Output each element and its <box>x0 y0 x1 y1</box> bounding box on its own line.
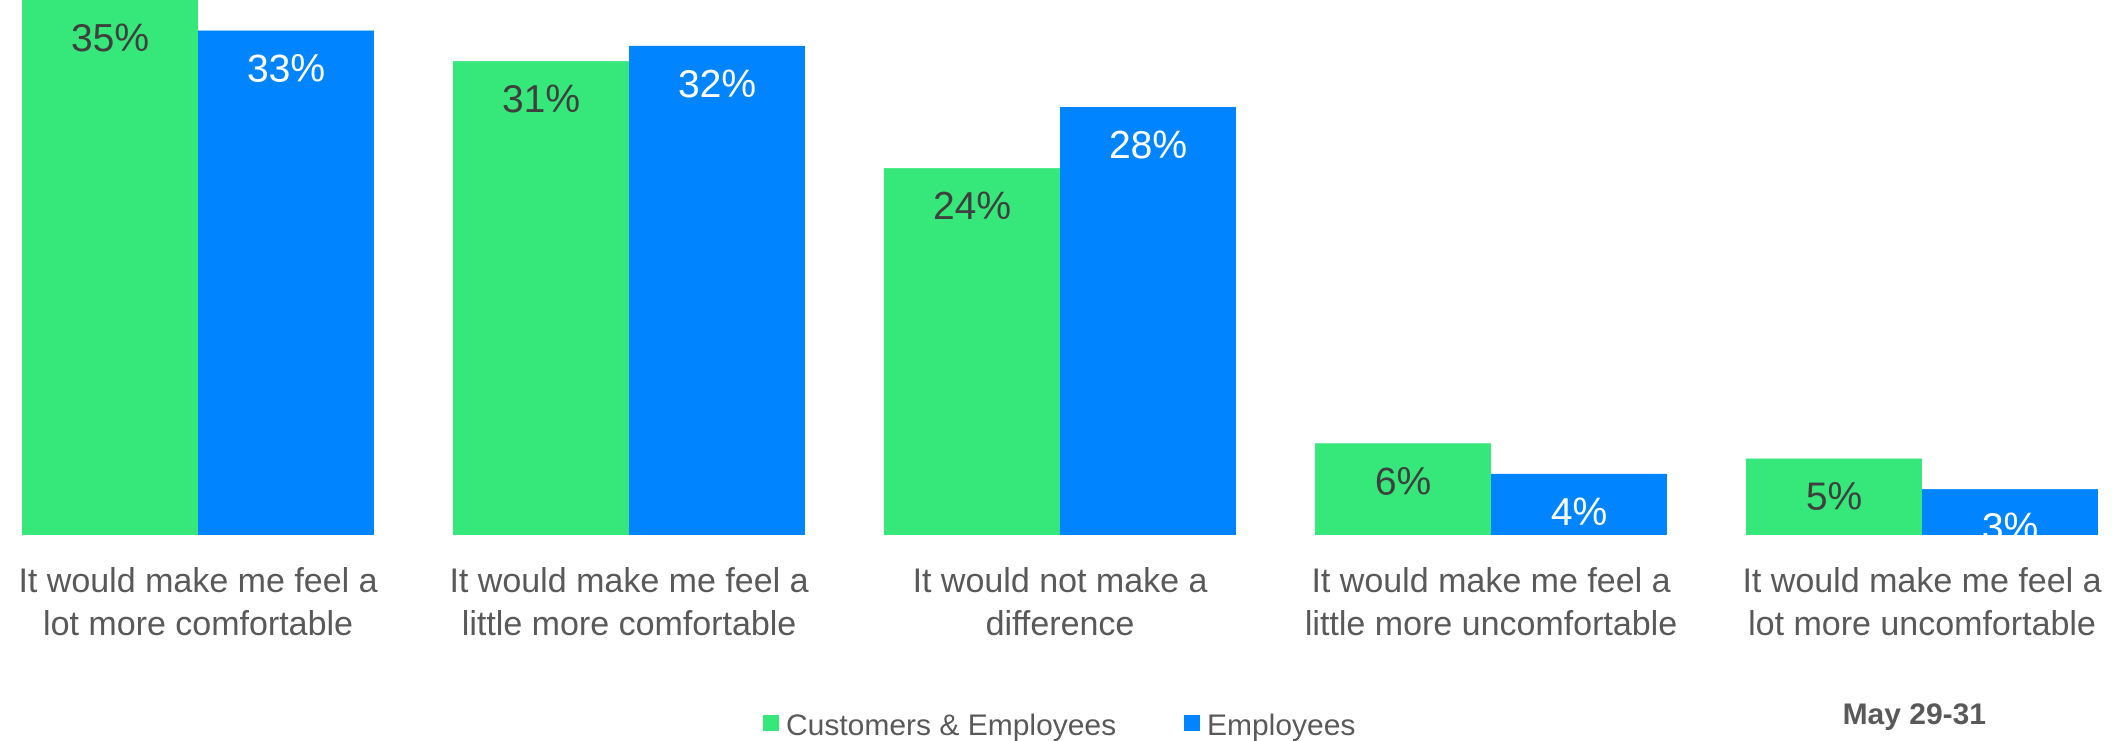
bar-employees-3 <box>1491 473 1667 535</box>
legend-swatch-employees <box>1184 715 1200 731</box>
category-labels-group: It would make me feel a lot more comforta… <box>18 562 2101 643</box>
data-label-customers-employees-0: 35% <box>71 17 149 60</box>
bars-group <box>22 0 2098 536</box>
data-label-employees-0: 33% <box>247 48 325 91</box>
category-label-0-line-0: It would make me feel a <box>18 562 377 600</box>
data-label-employees-2: 28% <box>1109 124 1187 167</box>
category-label-4-line-1: lot more uncomfortable <box>1748 605 2096 643</box>
bar-customers-employees-4 <box>1746 458 1922 535</box>
data-label-customers-employees-3: 6% <box>1375 460 1431 503</box>
category-label-3-line-0: It would make me feel a <box>1311 562 1670 600</box>
bar-employees-4 <box>1922 489 2098 535</box>
category-label-1-line-1: little more comfortable <box>462 605 796 643</box>
bar-employees-2 <box>1060 107 1236 535</box>
category-label-2-line-0: It would not make a <box>913 562 1208 600</box>
bar-employees-1 <box>629 45 805 535</box>
bar-customers-employees-0 <box>22 0 198 535</box>
legend-label-customers-employees: Customers & Employees <box>786 709 1116 741</box>
value-labels-group: 35% 33% 31% 32% 24% 28% 6% 4% 5% 3% <box>71 17 2038 549</box>
data-label-customers-employees-1: 31% <box>502 78 580 121</box>
category-label-2-line-1: difference <box>986 605 1135 643</box>
category-label-4-line-0: It would make me feel a <box>1742 562 2101 600</box>
data-label-employees-1: 32% <box>678 63 756 106</box>
bar-customers-employees-2 <box>884 168 1060 535</box>
data-label-employees-4: 3% <box>1982 506 2038 549</box>
category-label-1-line-0: It would make me feel a <box>449 562 808 600</box>
category-label-0-line-1: lot more comfortable <box>43 605 353 643</box>
data-label-customers-employees-2: 24% <box>933 185 1011 228</box>
legend: Customers & Employees Employees <box>763 709 1355 741</box>
legend-label-employees: Employees <box>1207 709 1355 741</box>
bar-customers-employees-1 <box>453 61 629 536</box>
bar-employees-0 <box>198 30 374 535</box>
bar-customers-employees-3 <box>1315 443 1491 535</box>
date-note: May 29-31 <box>1843 698 1986 731</box>
data-label-employees-3: 4% <box>1551 491 1607 534</box>
category-label-3-line-1: little more uncomfortable <box>1305 605 1677 643</box>
data-label-customers-employees-4: 5% <box>1806 476 1862 519</box>
legend-swatch-customers-employees <box>763 715 779 731</box>
